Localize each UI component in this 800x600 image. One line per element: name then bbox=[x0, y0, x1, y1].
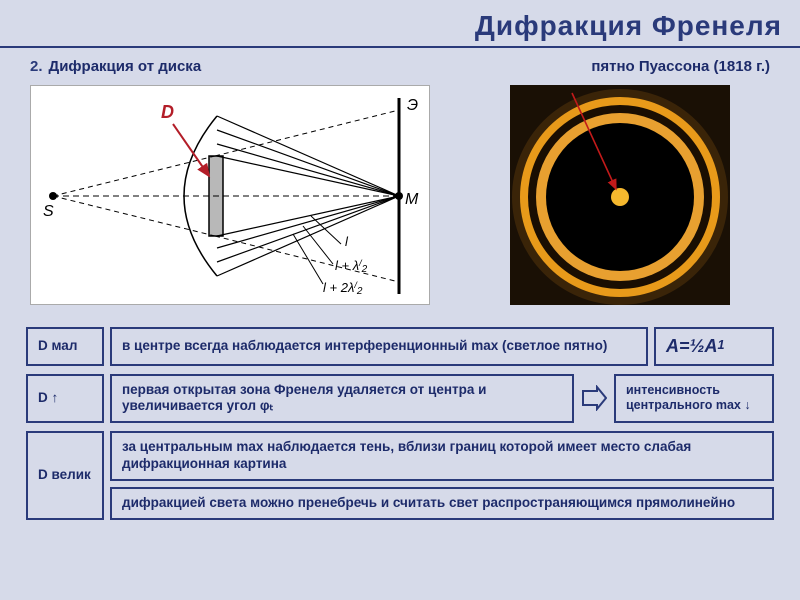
images-row: Э S M bbox=[0, 81, 800, 321]
text-d-large-1: за центральным max наблюдается тень, вбл… bbox=[110, 431, 774, 481]
row-d-large: D велик за центральным max наблюдается т… bbox=[26, 431, 774, 520]
page-title: Дифракция Френеля bbox=[0, 10, 782, 42]
label-d-small: D мал bbox=[26, 327, 104, 366]
subtitle-right: пятно Пуассона (1818 г.) bbox=[591, 58, 770, 75]
subtitle-left: Дифракция от диска bbox=[49, 58, 592, 75]
note-intensity: интенсивность центрального max ↓ bbox=[614, 374, 774, 424]
page-header: Дифракция Френеля bbox=[0, 0, 800, 48]
svg-text:l: l bbox=[345, 234, 349, 249]
subtitle-row: 2. Дифракция от диска пятно Пуассона (18… bbox=[0, 48, 800, 81]
section-number: 2. bbox=[30, 58, 43, 75]
row-d-growing: D ↑ первая открытая зона Френеля удаляет… bbox=[26, 374, 774, 424]
text-d-small: в центре всегда наблюдается интерференци… bbox=[110, 327, 648, 366]
disk-label: D bbox=[161, 102, 174, 123]
implies-arrow bbox=[580, 374, 608, 424]
formula-amplitude: A=½A1 bbox=[654, 327, 774, 366]
stack-d-large: за центральным max наблюдается тень, вбл… bbox=[110, 431, 774, 520]
diffraction-diagram: Э S M bbox=[30, 85, 430, 305]
svg-text:M: M bbox=[405, 191, 419, 208]
svg-text:S: S bbox=[43, 203, 54, 220]
svg-text:l + λ/2: l + λ/2 bbox=[335, 258, 368, 275]
svg-text:l + 2λ/2: l + 2λ/2 bbox=[323, 280, 363, 297]
svg-text:Э: Э bbox=[407, 97, 418, 114]
text-d-growing: первая открытая зона Френеля удаляется о… bbox=[110, 374, 574, 424]
text-d-large-2: дифракцией света можно пренебречь и счит… bbox=[110, 487, 774, 520]
info-section: D мал в центре всегда наблюдается интерф… bbox=[0, 321, 800, 520]
poisson-spot-photo bbox=[510, 85, 730, 305]
row-d-small: D мал в центре всегда наблюдается интерф… bbox=[26, 327, 774, 366]
label-d-large: D велик bbox=[26, 431, 104, 520]
label-d-growing: D ↑ bbox=[26, 374, 104, 424]
